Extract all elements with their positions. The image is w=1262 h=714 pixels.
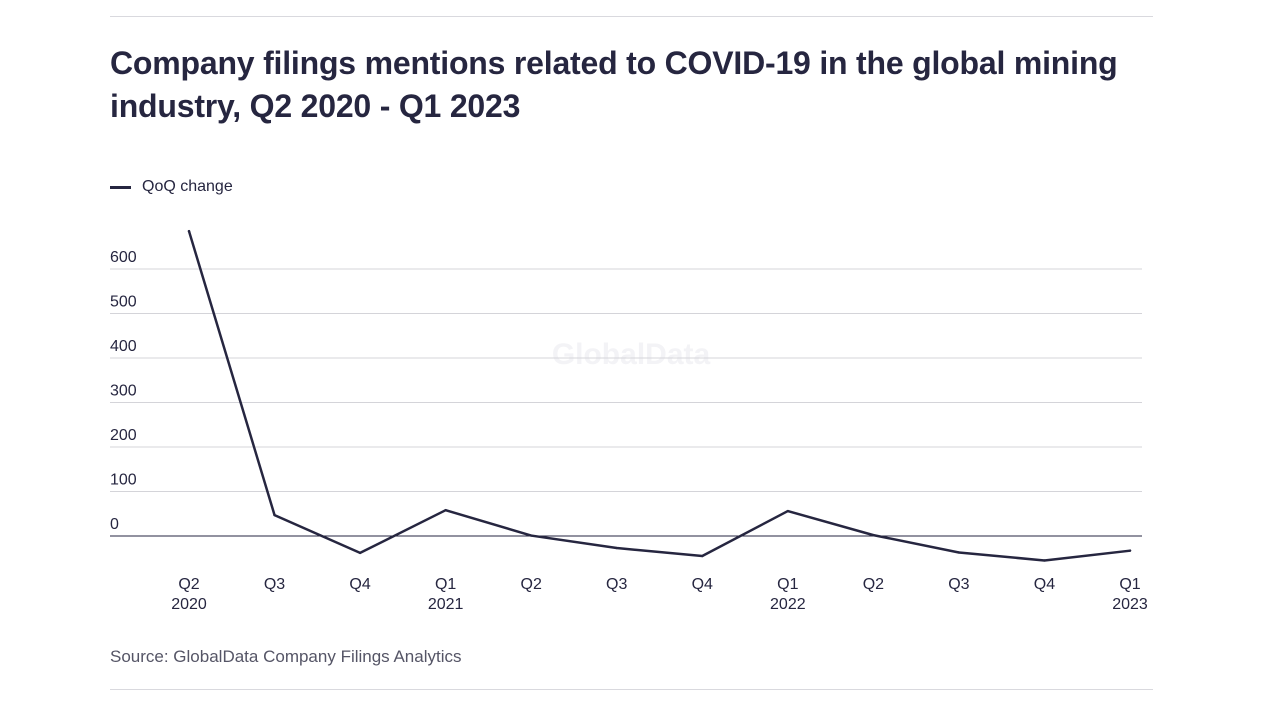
x-tick-year-label: 2023 bbox=[1112, 596, 1148, 613]
data-point bbox=[701, 554, 704, 558]
chart-title: Company filings mentions related to COVI… bbox=[110, 45, 1118, 124]
y-tick-label: 100 bbox=[110, 472, 137, 489]
data-point bbox=[872, 533, 875, 537]
x-tick-label: Q1 bbox=[1119, 576, 1140, 593]
data-point bbox=[444, 508, 447, 512]
data-point bbox=[187, 229, 191, 233]
data-point bbox=[358, 551, 362, 555]
x-tick-label: Q3 bbox=[948, 576, 969, 593]
y-tick-label: 300 bbox=[110, 383, 137, 400]
x-tick-label: Q4 bbox=[1034, 576, 1055, 593]
top-divider bbox=[110, 16, 1153, 17]
x-tick-year-label: 2021 bbox=[428, 596, 464, 613]
x-tick-year-label: 2020 bbox=[171, 596, 207, 613]
y-tick-label: 500 bbox=[110, 294, 137, 311]
y-tick-label: 600 bbox=[110, 249, 137, 266]
x-tick-label: Q4 bbox=[349, 576, 370, 593]
x-tick-label: Q1 bbox=[435, 576, 456, 593]
series-layer bbox=[187, 229, 1132, 562]
x-axis-ticks: Q2 2020 Q3 Q4 Q1 2021 Q2 Q3 Q4 Q1 2022 Q2 Q3 Q4 Q1 2023 bbox=[171, 576, 1148, 613]
data-point bbox=[1128, 549, 1132, 552]
legend-label: QoQ change bbox=[142, 178, 233, 195]
data-point bbox=[273, 513, 276, 517]
x-tick-year-label: 2022 bbox=[770, 596, 806, 613]
x-tick-label: Q1 bbox=[777, 576, 798, 593]
data-point bbox=[957, 551, 961, 554]
x-tick-label: Q3 bbox=[606, 576, 627, 593]
legend: QoQ change bbox=[110, 178, 233, 196]
data-point bbox=[1043, 559, 1046, 562]
x-tick-label: Q2 bbox=[863, 576, 884, 593]
data-point bbox=[529, 534, 533, 537]
y-tick-label: 0 bbox=[110, 516, 119, 533]
series-line-qoq-change bbox=[187, 229, 1132, 562]
watermark: GlobalData bbox=[552, 338, 711, 371]
y-axis-ticks: 0 100 200 300 400 500 600 bbox=[110, 249, 137, 533]
x-tick-label: Q4 bbox=[692, 576, 713, 593]
data-point bbox=[786, 509, 790, 513]
bottom-divider bbox=[110, 689, 1153, 690]
x-tick-label: Q2 bbox=[521, 576, 542, 593]
x-tick-label: Q3 bbox=[264, 576, 285, 593]
source-note: Source: GlobalData Company Filings Analy… bbox=[110, 647, 462, 666]
gridlines bbox=[110, 268, 1142, 537]
y-tick-label: 400 bbox=[110, 338, 137, 355]
y-tick-label: 200 bbox=[110, 427, 137, 444]
x-tick-label: Q2 bbox=[178, 576, 199, 593]
data-point bbox=[615, 546, 618, 550]
legend-swatch bbox=[110, 185, 131, 189]
